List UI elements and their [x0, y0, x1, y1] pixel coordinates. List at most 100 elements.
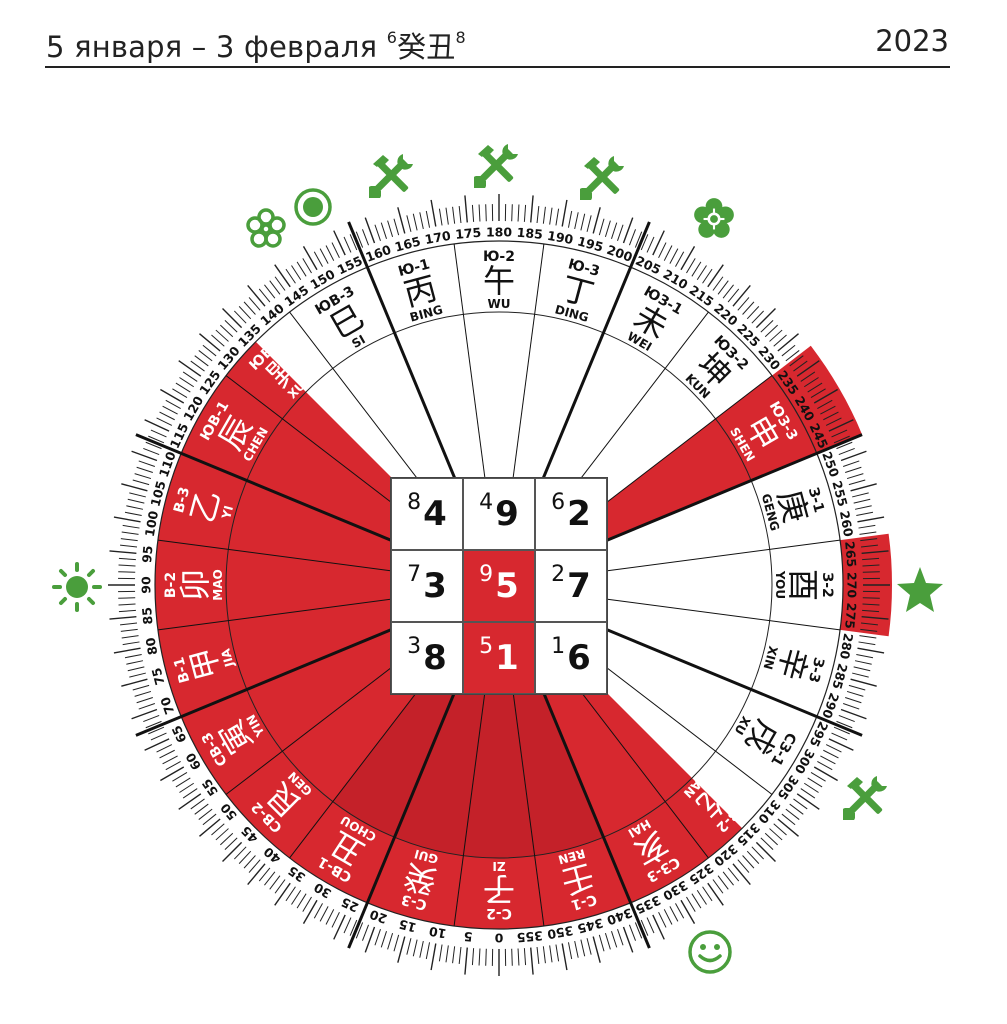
degree-tick — [663, 909, 673, 925]
degree-tick — [121, 678, 148, 687]
degree-tick — [274, 276, 286, 291]
date-range: 5 января – 3 февраля — [46, 30, 378, 64]
degree-tick — [817, 399, 833, 409]
mountain-hanzi: 午 — [483, 262, 515, 300]
mountain-code: В-3 — [171, 485, 193, 514]
degree-tick — [781, 344, 796, 357]
degree-label: 230 — [755, 343, 783, 373]
hammer-wrench-icon — [843, 776, 887, 820]
degree-tick — [852, 672, 869, 678]
degree-tick — [134, 473, 152, 480]
degree-tick — [831, 429, 848, 438]
degree-tick — [860, 622, 878, 626]
degree-tick — [156, 744, 173, 753]
degree-tick — [722, 284, 734, 299]
degree-label: 215 — [687, 282, 717, 309]
degree-tick — [807, 382, 823, 393]
degree-label: 145 — [282, 282, 312, 309]
flower-gear-icon — [694, 198, 734, 238]
degree-tick — [194, 803, 209, 815]
degree-tick — [380, 222, 387, 239]
degree-tick — [148, 435, 165, 444]
degree-tick — [160, 766, 185, 782]
degree-tick — [264, 871, 276, 886]
degree-tick — [831, 732, 848, 741]
degree-tick — [387, 932, 394, 950]
degree-tick — [148, 726, 165, 735]
degree-tick — [247, 285, 266, 307]
degree-tick — [652, 914, 665, 940]
degree-tick — [769, 329, 783, 342]
degree-label: 75 — [149, 666, 168, 687]
mountain-code: С-1 — [569, 891, 598, 913]
degree-label: 200 — [605, 242, 635, 265]
degree-tick — [343, 917, 352, 934]
degree-tick — [397, 207, 406, 234]
degree-tick — [862, 609, 880, 613]
degree-tick — [121, 635, 139, 639]
degree-tick — [458, 946, 462, 964]
degree-tick — [233, 846, 247, 860]
degree-tick — [109, 616, 137, 620]
degree-label: 165 — [393, 233, 422, 254]
degree-label: 100 — [142, 509, 161, 538]
hammer-wrench-icon — [369, 154, 413, 198]
degree-tick — [406, 938, 412, 955]
degree-tick — [598, 934, 605, 952]
degree-tick — [445, 945, 449, 963]
degree-tick — [162, 755, 178, 765]
degree-tick — [628, 229, 637, 246]
degree-tick — [846, 690, 864, 697]
degree-tick — [858, 641, 876, 646]
degree-tick — [471, 948, 475, 966]
degree-label: 160 — [363, 242, 393, 265]
degree-tick — [355, 231, 364, 248]
degree-tick — [238, 850, 252, 864]
degree-tick — [269, 280, 281, 295]
degree-tick — [843, 703, 860, 710]
degree-tick — [143, 714, 160, 723]
degree-tick — [755, 841, 776, 862]
degree-tick — [160, 388, 185, 404]
degree-tick — [202, 813, 217, 826]
degree-tick — [302, 258, 312, 274]
degree-label: 90 — [139, 576, 154, 594]
degree-tick — [833, 726, 850, 735]
degree-tick — [122, 641, 140, 646]
degree-label: 255 — [829, 479, 850, 508]
degree-tick — [848, 479, 866, 486]
degree-tick — [810, 388, 826, 398]
degree-label: 95 — [139, 545, 155, 564]
degree-tick — [857, 516, 885, 523]
degree-tick — [862, 597, 880, 599]
mountain-pinyin: REN — [557, 846, 587, 867]
degree-tick — [561, 199, 568, 227]
degree-ring-circle — [154, 240, 844, 930]
degree-tick — [764, 832, 778, 846]
degree-tick — [224, 837, 238, 851]
degree-label: 175 — [455, 225, 482, 242]
degree-tick — [233, 310, 247, 324]
degree-tick — [190, 360, 205, 372]
degree-label: 15 — [397, 917, 418, 936]
degree-tick — [319, 248, 329, 264]
mountain-code: З-3 — [805, 656, 827, 685]
degree-tick — [675, 251, 685, 267]
degree-tick — [220, 324, 234, 338]
degree-tick — [737, 859, 750, 873]
degree-tick — [712, 879, 724, 894]
degree-tick — [702, 268, 713, 284]
degree-tick — [853, 666, 871, 672]
mountain-pinyin: YI — [219, 504, 236, 521]
degree-tick — [764, 324, 778, 338]
sun-icon — [52, 562, 102, 612]
degree-label: 25 — [339, 894, 361, 915]
degree-tick — [243, 855, 256, 869]
degree-tick — [412, 213, 418, 231]
degree-tick — [478, 948, 481, 966]
degree-tick — [800, 788, 816, 799]
star-icon — [897, 567, 943, 612]
